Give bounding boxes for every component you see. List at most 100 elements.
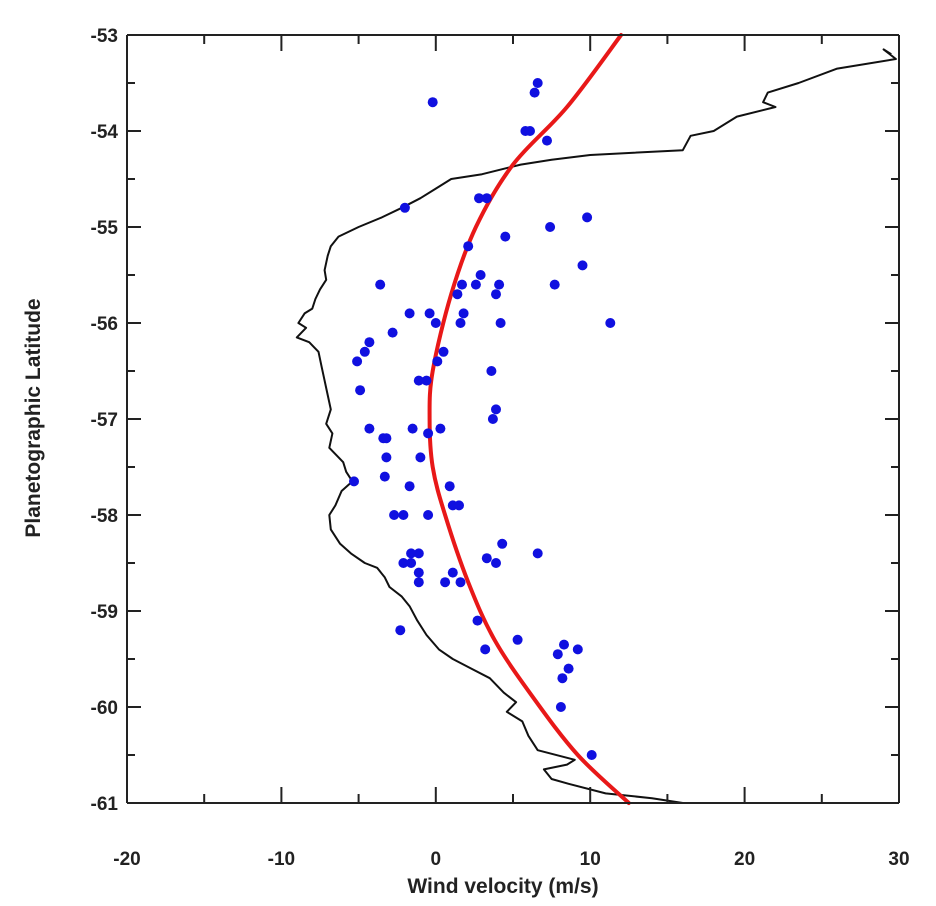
data-point	[545, 222, 555, 232]
data-point	[476, 270, 486, 280]
data-point	[432, 356, 442, 366]
data-point	[355, 385, 365, 395]
y-tick-label: -60	[91, 698, 118, 719]
data-point	[573, 644, 583, 654]
x-tick-label: 20	[734, 849, 755, 870]
y-tick-label: -56	[91, 314, 118, 335]
data-point	[482, 553, 492, 563]
y-tick-label: -55	[91, 218, 119, 239]
fit-curve	[430, 35, 629, 803]
x-tick-label: 0	[431, 849, 442, 870]
axes-layer	[127, 35, 899, 803]
data-point	[448, 568, 458, 578]
data-point	[406, 558, 416, 568]
data-point	[381, 433, 391, 443]
data-point	[400, 203, 410, 213]
data-point	[398, 510, 408, 520]
y-tick-label: -57	[91, 410, 118, 431]
data-point	[440, 577, 450, 587]
data-point	[533, 78, 543, 88]
data-point	[587, 750, 597, 760]
x-tick-label: -20	[113, 849, 140, 870]
y-tick-label: -53	[91, 26, 118, 47]
data-point	[405, 481, 415, 491]
y-tick-label: -54	[91, 122, 119, 143]
x-axis-title: Wind velocity (m/s)	[407, 875, 598, 898]
data-point	[439, 347, 449, 357]
data-point	[422, 376, 432, 386]
data-point	[578, 260, 588, 270]
data-point	[349, 476, 359, 486]
data-point	[564, 664, 574, 674]
y-tick-label: -61	[91, 794, 119, 815]
x-tick-label: 30	[888, 849, 909, 870]
data-point	[415, 452, 425, 462]
data-point	[491, 558, 501, 568]
data-point	[459, 308, 469, 318]
fit-curve-layer	[430, 35, 629, 803]
data-point	[431, 318, 441, 328]
data-point	[556, 702, 566, 712]
wind-profile-line	[297, 49, 896, 803]
data-point	[559, 640, 569, 650]
data-point	[530, 88, 540, 98]
data-point	[388, 328, 398, 338]
data-point	[408, 424, 418, 434]
data-point	[542, 136, 552, 146]
data-point	[457, 280, 467, 290]
data-point	[513, 635, 523, 645]
data-point	[494, 280, 504, 290]
data-point	[380, 472, 390, 482]
data-point	[381, 452, 391, 462]
data-point	[425, 308, 435, 318]
data-point	[480, 644, 490, 654]
data-point	[497, 539, 507, 549]
data-point	[456, 318, 466, 328]
data-point	[452, 289, 462, 299]
data-point	[435, 424, 445, 434]
data-point	[454, 500, 464, 510]
y-axis-title: Planetographic Latitude	[22, 298, 45, 537]
scatter-points-layer	[349, 78, 615, 760]
x-tick-label: 10	[580, 849, 601, 870]
data-point	[491, 404, 501, 414]
data-point	[414, 568, 424, 578]
data-point	[463, 241, 473, 251]
data-point	[550, 280, 560, 290]
data-point	[500, 232, 510, 242]
data-point	[414, 577, 424, 587]
data-point	[423, 510, 433, 520]
data-point	[423, 428, 433, 438]
data-point	[389, 510, 399, 520]
data-point	[364, 424, 374, 434]
data-point	[364, 337, 374, 347]
data-point	[375, 280, 385, 290]
data-point	[491, 289, 501, 299]
profile-line-layer	[297, 49, 896, 803]
data-point	[488, 414, 498, 424]
data-point	[557, 673, 567, 683]
data-point	[525, 126, 535, 136]
data-point	[471, 280, 481, 290]
data-point	[428, 97, 438, 107]
data-point	[414, 548, 424, 558]
data-point	[582, 212, 592, 222]
data-point	[482, 193, 492, 203]
data-point	[456, 577, 466, 587]
data-point	[395, 625, 405, 635]
data-point	[486, 366, 496, 376]
data-point	[553, 649, 563, 659]
tick-labels-layer: -20 -10 0 10 20 30 -53 -54 -55 -56 -57 -58 -59 -60 -61	[91, 26, 910, 870]
data-point	[405, 308, 415, 318]
data-point	[533, 548, 543, 558]
y-tick-label: -59	[91, 602, 118, 623]
x-tick-label: -10	[268, 849, 295, 870]
data-point	[445, 481, 455, 491]
data-point	[496, 318, 506, 328]
data-point	[352, 356, 362, 366]
data-point	[360, 347, 370, 357]
y-tick-label: -58	[91, 506, 118, 527]
data-point	[605, 318, 615, 328]
data-point	[473, 616, 483, 626]
